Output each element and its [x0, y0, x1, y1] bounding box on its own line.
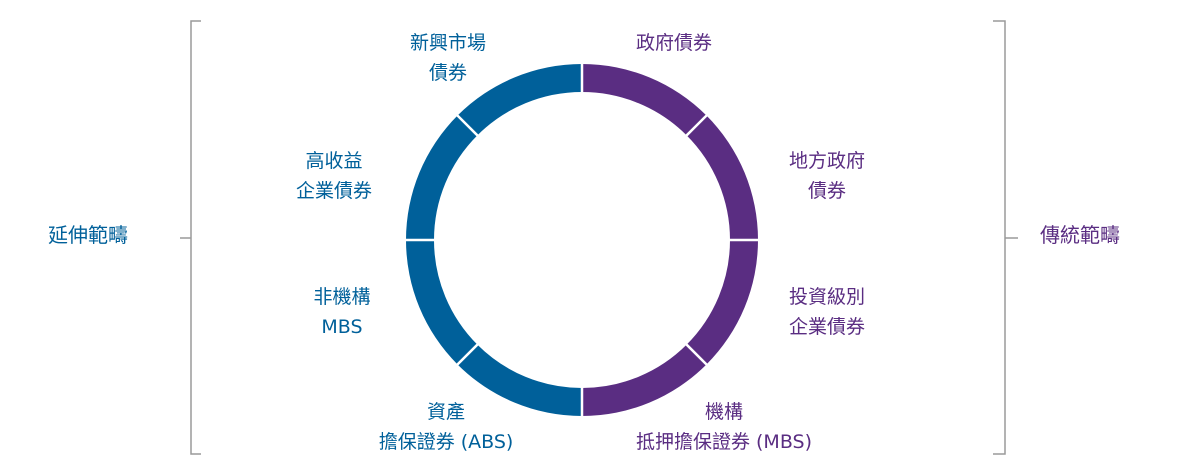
ring-segment [406, 240, 478, 365]
segment-divider [455, 113, 479, 137]
ring-segment [582, 344, 707, 416]
sector-ring [405, 63, 759, 417]
segment-label-line: 抵押擔保證券 (MBS) [635, 431, 813, 453]
ring-segment [457, 64, 582, 136]
ring-segment [582, 64, 707, 136]
segment-label-line: 新興市場 [409, 32, 487, 54]
segment-label-line: 非機構 [313, 286, 371, 308]
segment-label-line: 企業債券 [788, 316, 866, 338]
segment-label-line: MBS [321, 316, 363, 338]
segment-label-line: 債券 [428, 62, 468, 84]
segment-label-high-yield: 高收益 企業債券 [296, 146, 372, 206]
segment-label-government-bonds: 政府債券 [636, 28, 712, 58]
segment-label-line: 企業債券 [295, 180, 373, 202]
segment-label-line: 資產 [426, 401, 465, 423]
segment-divider [455, 343, 479, 367]
segment-divider [685, 343, 709, 367]
segment-label-line: 投資級別 [788, 286, 866, 308]
left-bracket [180, 20, 201, 455]
right-bracket [993, 20, 1018, 455]
segment-label-abs: 資產 擔保證券 (ABS) [379, 397, 514, 457]
group-brackets [180, 20, 1018, 455]
segment-divider [685, 113, 709, 137]
ring-segment [457, 344, 582, 416]
segment-label-line: 擔保證券 (ABS) [378, 431, 514, 453]
segment-label-line: 高收益 [305, 150, 363, 172]
segment-label-line: 機構 [704, 401, 743, 423]
ring-segment [686, 115, 758, 240]
segment-label-line: 地方政府 [788, 150, 866, 172]
segment-label-line: 債券 [807, 180, 847, 202]
ring-segment [406, 115, 478, 240]
segment-label-non-agency-mbs: 非機構 MBS [313, 282, 370, 342]
traditional-group-label: 傳統範疇 [1040, 223, 1120, 247]
segment-label-emerging-markets: 新興市場 債券 [410, 28, 486, 88]
segment-label-line: 政府債券 [636, 32, 713, 54]
segment-label-municipal-bonds: 地方政府 債券 [789, 146, 865, 206]
ring-segment [686, 240, 758, 365]
segment-label-agency-mbs: 機構 抵押擔保證券 (MBS) [636, 397, 812, 457]
segment-label-investment-grade: 投資級別 企業債券 [789, 282, 865, 342]
extended-group-label: 延伸範疇 [48, 223, 128, 247]
